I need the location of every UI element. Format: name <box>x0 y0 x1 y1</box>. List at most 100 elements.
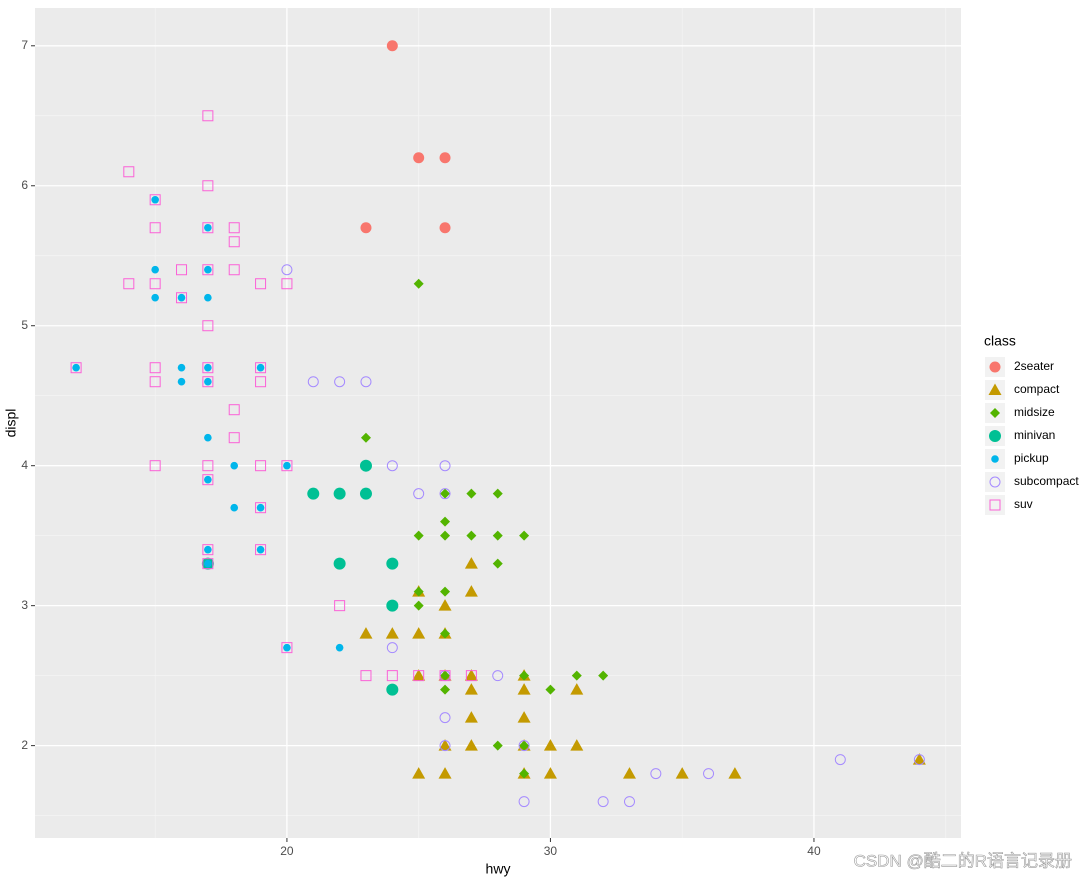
point <box>386 599 399 612</box>
point <box>281 278 293 290</box>
point <box>360 670 372 682</box>
point <box>438 739 452 751</box>
point <box>386 683 399 696</box>
point <box>255 544 267 556</box>
panel <box>35 8 961 838</box>
legend-symbol <box>988 383 1002 395</box>
point <box>359 459 372 472</box>
x-tick-label: 20 <box>280 844 294 858</box>
point <box>439 222 451 234</box>
point <box>465 670 477 682</box>
point <box>281 642 293 654</box>
point <box>256 503 265 512</box>
point <box>413 600 424 611</box>
point <box>123 166 135 178</box>
point <box>151 195 159 204</box>
point <box>334 376 346 388</box>
legend-symbol <box>989 476 1001 488</box>
y-tick-label: 5 <box>21 318 28 332</box>
point <box>464 739 478 751</box>
point <box>518 740 530 752</box>
point <box>413 278 424 289</box>
legend-symbol <box>990 408 1000 418</box>
point <box>728 767 742 779</box>
point <box>439 740 451 752</box>
point <box>543 767 557 779</box>
point <box>204 293 212 302</box>
point <box>440 488 451 499</box>
point <box>72 363 80 372</box>
x-tick-label: 30 <box>544 844 558 858</box>
point <box>256 363 265 372</box>
point <box>597 796 609 808</box>
point <box>570 739 584 751</box>
point <box>912 753 926 765</box>
point <box>439 712 451 724</box>
point <box>440 684 451 695</box>
point <box>545 684 556 695</box>
point <box>439 488 451 500</box>
point <box>228 432 240 444</box>
legend-label: midsize <box>1014 405 1055 419</box>
legend-symbol <box>989 430 1001 442</box>
x-tick-label: 40 <box>807 844 821 858</box>
point <box>151 265 159 274</box>
point <box>149 278 161 290</box>
point <box>439 152 451 164</box>
point <box>464 683 478 695</box>
point <box>598 670 609 681</box>
point <box>464 669 478 681</box>
point <box>151 293 159 302</box>
point <box>149 460 161 472</box>
legend-label: subcompact <box>1014 474 1079 488</box>
point <box>70 362 82 374</box>
point <box>913 754 925 766</box>
point <box>149 194 161 206</box>
point <box>202 362 214 374</box>
legend-label: compact <box>1014 382 1060 396</box>
point <box>202 110 214 122</box>
point <box>281 264 293 276</box>
point <box>703 768 715 780</box>
y-tick-label: 2 <box>21 738 28 752</box>
point <box>413 586 424 597</box>
point <box>492 740 503 751</box>
point <box>230 461 239 470</box>
point <box>177 293 186 302</box>
point <box>204 475 212 484</box>
point <box>440 530 451 541</box>
point <box>438 767 452 779</box>
point <box>386 40 398 52</box>
point <box>571 670 582 681</box>
point <box>204 363 212 372</box>
legend-symbol <box>989 361 1001 373</box>
point <box>228 404 240 416</box>
point <box>359 627 373 639</box>
legend-key <box>985 472 1005 492</box>
point <box>228 222 240 234</box>
y-tick-label: 3 <box>21 598 28 612</box>
point <box>228 264 240 276</box>
point <box>177 363 186 372</box>
point <box>412 767 426 779</box>
point <box>202 320 214 332</box>
point <box>543 739 557 751</box>
point <box>517 683 531 695</box>
point <box>281 460 293 472</box>
point <box>834 754 846 766</box>
point <box>256 545 265 554</box>
point <box>466 488 477 499</box>
point <box>228 236 240 248</box>
point <box>492 488 503 499</box>
point <box>255 460 267 472</box>
point <box>204 265 212 274</box>
point <box>517 711 531 723</box>
point <box>204 223 212 232</box>
point <box>204 377 212 386</box>
point <box>570 683 584 695</box>
legend-label: pickup <box>1014 451 1049 465</box>
y-tick-label: 4 <box>21 458 28 472</box>
point <box>492 530 503 541</box>
point <box>464 711 478 723</box>
point <box>519 670 530 681</box>
